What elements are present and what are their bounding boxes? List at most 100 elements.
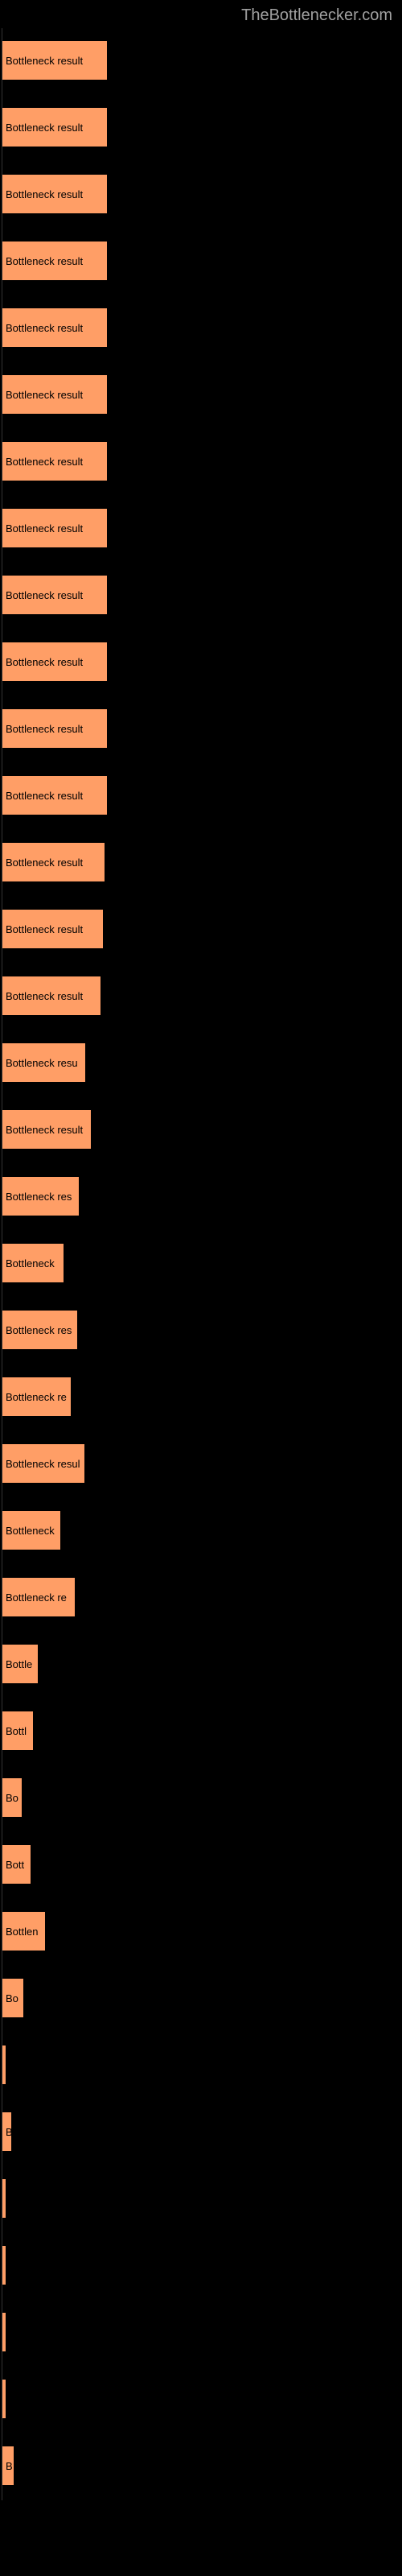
- bar: Bottleneck result: [2, 108, 107, 147]
- bar-label: Bottleneck resul: [6, 1458, 80, 1470]
- bar: [2, 2380, 6, 2418]
- bar: Bottleneck res: [2, 1311, 77, 1349]
- bar-row: Bottleneck result: [2, 830, 400, 897]
- bar-row: Bo: [2, 1765, 400, 1832]
- bar: Bottleneck result: [2, 1110, 91, 1149]
- bar: Bottleneck result: [2, 375, 107, 414]
- bar: Bo: [2, 1979, 23, 2017]
- bar-row: [2, 2233, 400, 2300]
- bar-label: Bottl: [6, 1725, 27, 1737]
- bar: Bottleneck result: [2, 642, 107, 681]
- bar-row: Bottleneck result: [2, 95, 400, 162]
- bar: [2, 2246, 6, 2285]
- bar-label: B: [6, 2460, 13, 2472]
- bar: [2, 2313, 6, 2351]
- bar-label: Bottleneck result: [6, 522, 83, 535]
- bar-label: Bottleneck result: [6, 255, 83, 267]
- bar-label: Bottlen: [6, 1926, 38, 1938]
- bar: Bottleneck result: [2, 308, 107, 347]
- bar-label: Bottleneck resu: [6, 1057, 78, 1069]
- bar-row: Bott: [2, 1832, 400, 1899]
- bar: Bottleneck result: [2, 709, 107, 748]
- bar-row: Bottleneck res: [2, 1164, 400, 1231]
- bar-label: Bottleneck result: [6, 857, 83, 869]
- bar: Bottleneck result: [2, 242, 107, 280]
- bar-label: Bott: [6, 1859, 24, 1871]
- bar-label: Bottleneck result: [6, 456, 83, 468]
- bar-row: B: [2, 2434, 400, 2500]
- bar-row: Bottleneck result: [2, 229, 400, 295]
- chart-container: Bottleneck result Bottleneck result Bottle…: [0, 28, 402, 2500]
- bar-row: Bottle: [2, 1632, 400, 1699]
- bar: Bottle: [2, 1645, 38, 1683]
- bar-label: Bo: [6, 1792, 18, 1804]
- bar-label: Bottleneck result: [6, 1124, 83, 1136]
- bar: Bott: [2, 1845, 31, 1884]
- bar-row: Bo: [2, 1966, 400, 2033]
- bar: Bottleneck result: [2, 976, 100, 1015]
- bar-label: Bottleneck result: [6, 923, 83, 935]
- bar-row: Bottleneck result: [2, 162, 400, 229]
- bar: Bottleneck result: [2, 41, 107, 80]
- bar-row: Bottleneck re: [2, 1364, 400, 1431]
- bar: Bottlen: [2, 1912, 45, 1951]
- bar: Bottleneck result: [2, 576, 107, 614]
- bar-row: Bottlen: [2, 1899, 400, 1966]
- bar-label: Bottleneck res: [6, 1191, 72, 1203]
- bar: Bottleneck result: [2, 776, 107, 815]
- bar-row: Bottleneck result: [2, 563, 400, 630]
- bar-label: B: [6, 2126, 11, 2138]
- bar: Bottleneck re: [2, 1377, 71, 1416]
- bar-row: Bottleneck result: [2, 295, 400, 362]
- bar-row: Bottleneck: [2, 1498, 400, 1565]
- bar: [2, 2179, 6, 2218]
- bar-row: Bottl: [2, 1699, 400, 1765]
- site-title: TheBottlenecker.com: [241, 6, 392, 24]
- bar: Bottleneck resu: [2, 1043, 85, 1082]
- bar: Bottleneck resul: [2, 1444, 84, 1483]
- bar: Bottleneck res: [2, 1177, 79, 1216]
- bar-row: Bottleneck result: [2, 763, 400, 830]
- bar: B: [2, 2112, 11, 2151]
- bar: Bottleneck result: [2, 910, 103, 948]
- header: TheBottlenecker.com: [0, 0, 402, 28]
- bar-row: Bottleneck result: [2, 429, 400, 496]
- bar-row: Bottleneck result: [2, 964, 400, 1030]
- bar-label: Bottleneck: [6, 1525, 55, 1537]
- bar: Bottleneck: [2, 1511, 60, 1550]
- bar: Bottleneck result: [2, 175, 107, 213]
- bar-label: Bottleneck result: [6, 589, 83, 601]
- bar-label: Bottleneck result: [6, 55, 83, 67]
- bar: [2, 2046, 6, 2084]
- bar-row: Bottleneck result: [2, 696, 400, 763]
- bar-row: Bottleneck result: [2, 1097, 400, 1164]
- bar-label: Bottleneck result: [6, 723, 83, 735]
- bar-row: Bottleneck re: [2, 1565, 400, 1632]
- bar-label: Bottleneck result: [6, 389, 83, 401]
- bar-label: Bottleneck re: [6, 1391, 67, 1403]
- bar: Bottleneck re: [2, 1578, 75, 1616]
- bar-row: Bottleneck resul: [2, 1431, 400, 1498]
- bar-row: Bottleneck result: [2, 897, 400, 964]
- bar: Bottl: [2, 1711, 33, 1750]
- bar: B: [2, 2446, 14, 2485]
- bar-label: Bottleneck res: [6, 1324, 72, 1336]
- bar-row: Bottleneck resu: [2, 1030, 400, 1097]
- bar-row: [2, 2367, 400, 2434]
- bar-row: Bottleneck result: [2, 28, 400, 95]
- bar-label: Bottleneck result: [6, 122, 83, 134]
- bar-row: Bottleneck result: [2, 362, 400, 429]
- bar: Bottleneck result: [2, 843, 105, 881]
- bar-label: Bottle: [6, 1658, 32, 1670]
- bar-row: Bottleneck result: [2, 630, 400, 696]
- bar-label: Bottleneck result: [6, 990, 83, 1002]
- bar-label: Bottleneck: [6, 1257, 55, 1269]
- bar-label: Bottleneck result: [6, 188, 83, 200]
- bar-label: Bottleneck result: [6, 790, 83, 802]
- bar: Bottleneck result: [2, 442, 107, 481]
- bar-row: Bottleneck res: [2, 1298, 400, 1364]
- bar: Bo: [2, 1778, 22, 1817]
- bar-label: Bottleneck result: [6, 322, 83, 334]
- bar-label: Bottleneck result: [6, 656, 83, 668]
- bar-row: Bottleneck result: [2, 496, 400, 563]
